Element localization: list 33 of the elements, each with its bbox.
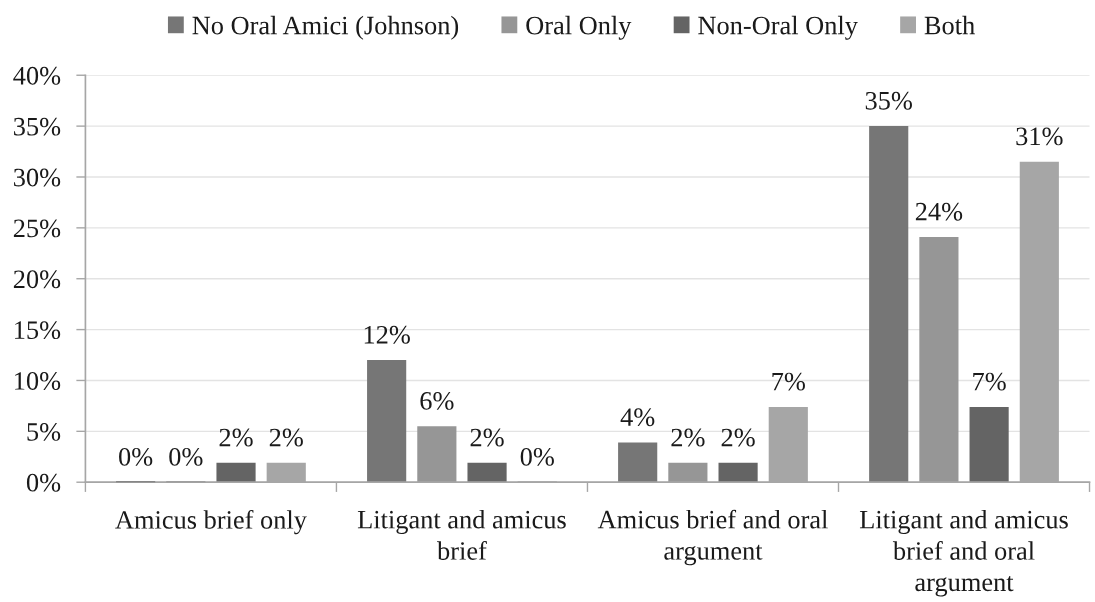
legend-label: Oral Only bbox=[526, 15, 632, 40]
x-tick-label: Litigant and amicus brief and oral argument bbox=[859, 509, 1068, 597]
x-tick-label: Litigant and amicus brief bbox=[357, 509, 566, 560]
y-tick-label: 25% bbox=[13, 219, 61, 238]
legend-label: No Oral Amici (Johnson) bbox=[192, 15, 459, 40]
data-label: 2% bbox=[721, 428, 755, 447]
y-tick-label: 35% bbox=[14, 117, 61, 136]
data-label: 7% bbox=[973, 372, 1006, 391]
y-tick-label: 40% bbox=[13, 66, 61, 85]
y-tick-label: 0% bbox=[26, 473, 61, 492]
y-tick-label: 20% bbox=[13, 270, 61, 289]
legend-label: Non-Oral Only bbox=[698, 15, 858, 40]
data-label: 2% bbox=[470, 428, 504, 447]
data-label: 12% bbox=[364, 325, 410, 344]
data-label: 0% bbox=[119, 447, 153, 466]
legend-label: Both bbox=[924, 15, 975, 35]
data-label: 24% bbox=[915, 202, 963, 221]
data-label: 6% bbox=[420, 391, 454, 410]
y-tick-label: 30% bbox=[14, 168, 61, 187]
data-label: 2% bbox=[671, 428, 705, 447]
data-label: 35% bbox=[865, 91, 912, 110]
data-label: 7% bbox=[772, 372, 805, 391]
x-tick-label: Amicus brief and oral argument bbox=[597, 509, 828, 566]
data-label: 0% bbox=[169, 447, 203, 466]
x-tick-label: Amicus brief only bbox=[115, 509, 307, 535]
data-label: 4% bbox=[620, 408, 655, 427]
y-tick-label: 5% bbox=[27, 422, 61, 441]
data-label: 2% bbox=[269, 428, 303, 447]
y-tick-label: 15% bbox=[15, 321, 61, 340]
data-label: 0% bbox=[520, 447, 554, 466]
y-tick-label: 10% bbox=[15, 372, 61, 390]
data-label: 2% bbox=[219, 428, 253, 447]
data-label: 31% bbox=[1016, 127, 1063, 146]
